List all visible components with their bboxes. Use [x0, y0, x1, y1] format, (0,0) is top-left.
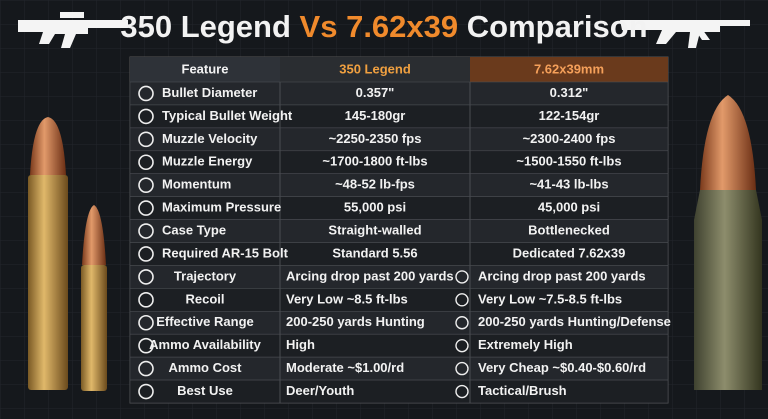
- header-350-legend: 350 Legend: [339, 61, 411, 76]
- value-762x39: Tactical/Brush: [478, 383, 567, 398]
- feature-icon: [138, 85, 154, 102]
- feature-icon: [138, 246, 154, 262]
- title-part: Vs 7.62x39: [300, 9, 459, 44]
- feature-label: Ammo Cost: [169, 360, 243, 375]
- value-350-legend: Standard 5.56: [332, 245, 417, 260]
- value-350-legend: 0.357": [356, 85, 395, 100]
- table-body: Bullet Diameter 0.357" 0.312" Typical Bulle…: [129, 81, 671, 404]
- feature-icon: [138, 292, 154, 308]
- feature-icon: [138, 314, 154, 331]
- value-762x39: Very Low ~7.5-8.5 ft-lbs: [478, 291, 622, 306]
- value-icon: [455, 384, 469, 399]
- feature-label: Best Use: [177, 383, 233, 398]
- value-icon: [455, 316, 469, 330]
- feature-label: Case Type: [162, 222, 226, 237]
- ar15-silhouette: [18, 12, 128, 48]
- feature-icon: [138, 177, 154, 193]
- header-762x39: 7.62x39mm: [534, 61, 604, 76]
- title-part: 350 Legend: [120, 9, 291, 44]
- cartridge-350-legend: [28, 117, 68, 390]
- feature-icon: [138, 108, 154, 125]
- value-350-legend: 55,000 psi: [344, 200, 406, 215]
- value-762x39: Arcing drop past 200 yards: [478, 268, 646, 283]
- feature-label: Momentum: [162, 177, 231, 192]
- cartridge-762x39: [694, 95, 762, 390]
- ak47-silhouette: [620, 20, 750, 48]
- value-762x39: ~41-43 lb-lbs: [529, 177, 608, 192]
- feature-label: Ammo Availability: [149, 337, 262, 352]
- value-350-legend: High: [286, 337, 315, 352]
- value-350-legend: Straight-walled: [328, 222, 421, 237]
- value-icon: [455, 270, 469, 284]
- value-350-legend: Moderate ~$1.00/rd: [286, 360, 404, 375]
- value-350-legend: 200-250 yards Hunting: [286, 314, 425, 329]
- title: 350 Legend Vs 7.62x39 Comparison: [120, 9, 647, 44]
- header-feature: Feature: [182, 61, 229, 76]
- value-icon: [455, 293, 469, 307]
- value-350-legend: 145-180gr: [345, 108, 406, 123]
- value-350-legend: Deer/Youth: [286, 383, 354, 398]
- feature-icon: [138, 200, 154, 216]
- value-350-legend: ~2250-2350 fps: [329, 131, 422, 146]
- feature-label: Typical Bullet Weight: [162, 108, 293, 123]
- feature-label: Muzzle Velocity: [162, 131, 258, 146]
- value-icon: [455, 361, 469, 376]
- value-762x39: Extremely High: [478, 337, 573, 352]
- value-762x39: ~2300-2400 fps: [523, 131, 616, 146]
- feature-icon: [138, 337, 154, 354]
- value-350-legend: Very Low ~8.5 ft-lbs: [286, 291, 408, 306]
- value-icon: [455, 338, 469, 353]
- value-762x39: 0.312": [550, 85, 589, 100]
- row-bg: [129, 379, 669, 404]
- feature-icon: [138, 223, 154, 239]
- feature-icon: [138, 360, 154, 377]
- feature-label: Trajectory: [174, 268, 237, 283]
- header-cell: [470, 57, 668, 82]
- feature-icon: [138, 269, 154, 285]
- value-350-legend: ~1700-1800 ft-lbs: [322, 154, 427, 169]
- feature-icon: [138, 383, 154, 400]
- value-762x39: ~1500-1550 ft-lbs: [516, 154, 621, 169]
- feature-icon: [138, 131, 154, 148]
- feature-label: Required AR-15 Bolt: [162, 245, 289, 260]
- feature-label: Effective Range: [156, 314, 254, 329]
- value-762x39: Dedicated 7.62x39: [513, 245, 626, 260]
- feature-label: Recoil: [185, 291, 224, 306]
- value-762x39: Bottlenecked: [528, 222, 610, 237]
- value-762x39: 200-250 yards Hunting/Defense: [478, 314, 671, 329]
- feature-icon: [138, 154, 154, 171]
- value-762x39: 45,000 psi: [538, 200, 600, 215]
- cartridge-762-small: [81, 205, 107, 391]
- feature-label: Muzzle Energy: [162, 154, 253, 169]
- header-cell: [280, 57, 470, 82]
- value-762x39: 122-154gr: [539, 108, 600, 123]
- value-762x39: Very Cheap ~$0.40-$0.60/rd: [478, 360, 646, 375]
- value-350-legend: ~48-52 lb-fps: [335, 177, 415, 192]
- feature-label: Bullet Diameter: [162, 85, 257, 100]
- header-cell: [130, 57, 280, 82]
- title-part: Comparison: [467, 9, 648, 44]
- value-350-legend: Arcing drop past 200 yards: [286, 268, 454, 283]
- feature-label: Maximum Pressure: [162, 200, 281, 215]
